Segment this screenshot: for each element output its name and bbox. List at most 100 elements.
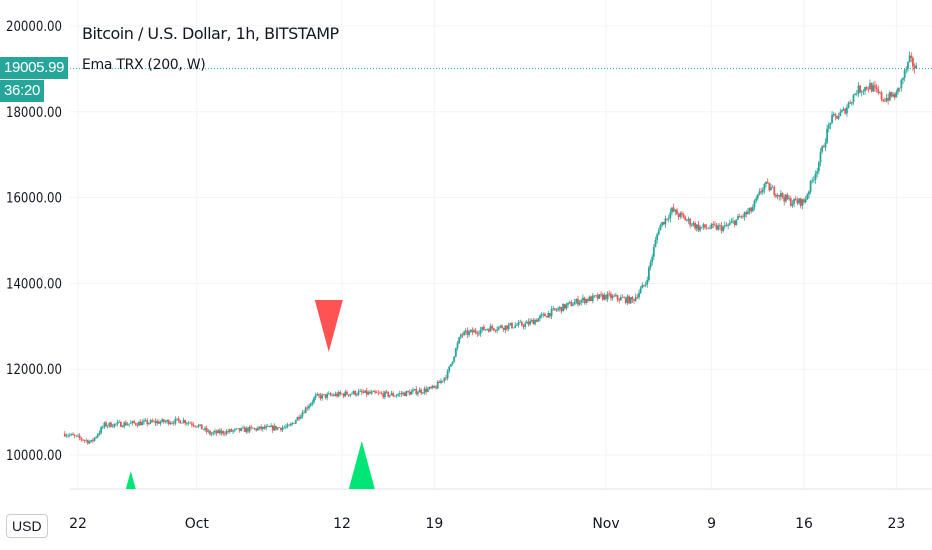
candle-body (509, 322, 512, 325)
candle-body (415, 389, 418, 395)
candle-body (398, 393, 401, 395)
candle-body (321, 394, 324, 399)
candle-body (162, 419, 165, 423)
candle-body (669, 212, 672, 219)
candle-body (426, 388, 429, 392)
candle-body (347, 394, 350, 396)
candle-body (534, 320, 536, 325)
candle-body (676, 209, 678, 215)
candle-body (238, 428, 241, 431)
candle-body (903, 70, 906, 79)
candle-body (293, 423, 296, 424)
candle-body (80, 437, 83, 440)
candle-body (82, 439, 84, 441)
candle-body (690, 225, 693, 226)
candle-body (662, 222, 665, 225)
candle-body (756, 194, 759, 199)
candle-body (483, 326, 485, 331)
buy-signal-triangle (348, 441, 375, 489)
candle-body (143, 420, 145, 422)
candle-body (299, 416, 302, 419)
candle-body (403, 392, 406, 396)
candle-body (486, 329, 489, 330)
candle-body (841, 110, 843, 113)
candle-body (634, 296, 637, 301)
candle-body (474, 330, 477, 333)
candle-body (123, 422, 126, 427)
candle-body (758, 191, 761, 195)
candle-body (882, 99, 885, 101)
candle-body (588, 296, 591, 302)
candle-body (814, 173, 817, 180)
candle-body (738, 216, 741, 218)
candle-body (565, 304, 568, 309)
candle-body (789, 198, 792, 206)
candle-body (304, 407, 307, 413)
candle-body (605, 294, 607, 300)
candle-body (134, 423, 137, 425)
candle-body (417, 392, 419, 395)
candle-body (349, 394, 352, 396)
candle-body (341, 393, 343, 395)
candle-body (405, 391, 408, 396)
candle-body (877, 89, 880, 93)
candle-body (562, 303, 564, 312)
candle-body (327, 393, 330, 395)
candle-body (517, 322, 520, 326)
candle-body (707, 228, 710, 229)
candle-body (154, 421, 157, 424)
candle-body (227, 431, 230, 432)
candle-body (392, 393, 395, 396)
candle-body (215, 430, 218, 434)
candle-body (243, 427, 246, 432)
candle-body (525, 321, 528, 324)
candle-body (875, 87, 878, 90)
candle-body (705, 227, 708, 229)
candle-body (506, 325, 508, 330)
candle-body (336, 393, 338, 397)
candle-body (709, 228, 711, 229)
candle-body (88, 441, 91, 444)
candle-body (879, 92, 881, 93)
candle-body (636, 296, 639, 298)
candle-body (268, 426, 271, 427)
candle-body (420, 389, 423, 393)
candle-body (334, 393, 337, 396)
candle-body (189, 422, 192, 424)
candle-body (874, 85, 876, 88)
candle-body (700, 226, 703, 228)
candle-body (298, 416, 300, 419)
candle-body (600, 294, 602, 295)
candle-body (603, 294, 606, 300)
candle-body (423, 388, 426, 393)
candle-body (113, 423, 116, 427)
candle-body (913, 66, 916, 69)
candle-body (618, 299, 621, 301)
candle-body (407, 391, 409, 392)
candle-body (478, 333, 480, 335)
candle-body (326, 394, 329, 398)
candle-body (385, 391, 388, 393)
candle-body (910, 55, 913, 58)
candle-body (883, 100, 886, 102)
candle-body (157, 421, 160, 424)
candle-body (372, 391, 375, 392)
candle-body (103, 422, 106, 428)
candle-body (481, 326, 484, 330)
candle-body (96, 434, 99, 437)
currency-button[interactable]: USD (6, 514, 48, 538)
candle-body (124, 422, 127, 426)
candle-body (390, 393, 393, 396)
candle-body (578, 302, 581, 305)
candle-body (212, 432, 215, 434)
candle-body (520, 321, 523, 326)
candle-body (747, 211, 749, 215)
candle-body (136, 424, 139, 426)
candle-body (192, 424, 195, 426)
candle-body (794, 198, 797, 201)
indicator-label[interactable]: Ema TRX (200, W) (82, 57, 206, 73)
candle-body (775, 194, 777, 197)
candle-body (732, 220, 734, 222)
y-tick-label: 16000.00 (6, 191, 62, 207)
